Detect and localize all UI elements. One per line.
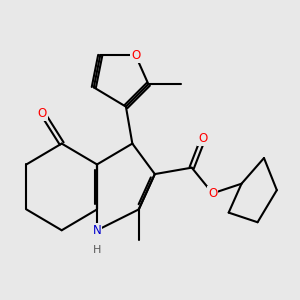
Text: O: O — [38, 106, 47, 120]
Text: O: O — [198, 132, 208, 145]
Text: O: O — [131, 49, 140, 62]
Text: H: H — [93, 244, 101, 254]
Text: N: N — [93, 224, 101, 237]
Text: O: O — [208, 187, 217, 200]
